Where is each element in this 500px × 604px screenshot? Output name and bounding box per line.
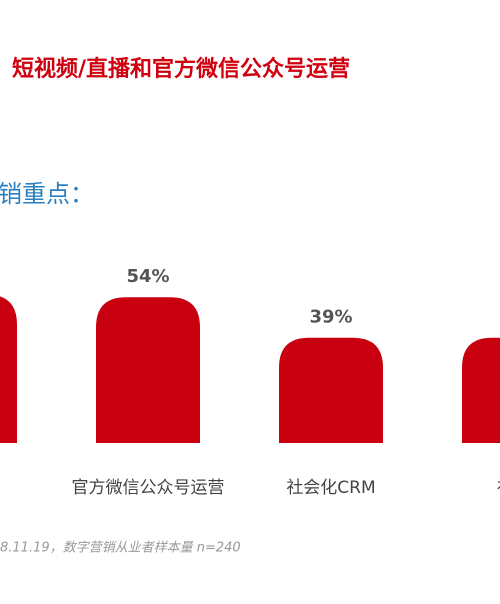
x-tick-label: 社会 <box>497 478 500 498</box>
x-tick-label: 社会化CRM <box>286 478 375 498</box>
bar <box>0 296 17 443</box>
x-tick-label: 官方微信公众号运营 <box>72 478 225 498</box>
bar <box>279 337 383 443</box>
source-note: 8.11.19，数字营销从业者样本量 n=240 <box>0 540 241 556</box>
bar <box>96 297 200 443</box>
value-label: 39% <box>309 307 352 328</box>
chart-title: 短视频/直播和官方微信公众号运营 <box>12 56 350 82</box>
value-label: 54% <box>126 266 169 287</box>
chart-subtitle: 销重点： <box>0 180 94 208</box>
bar <box>462 337 500 443</box>
